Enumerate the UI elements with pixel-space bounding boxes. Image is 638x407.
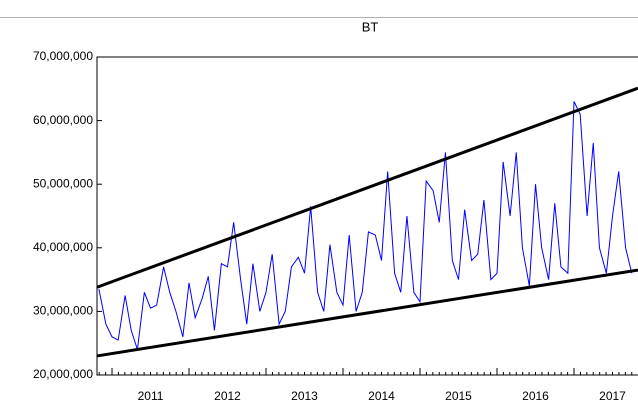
x-tick-label: 2015 <box>445 389 472 403</box>
x-tick-label: 2013 <box>291 389 318 403</box>
trend-line <box>96 268 638 358</box>
trend-line <box>96 86 638 289</box>
y-tick-label: 60,000,000 <box>33 113 93 127</box>
x-tick-label: 2012 <box>214 389 241 403</box>
x-tick-label: 2011 <box>138 389 164 403</box>
chart-title: BT <box>362 19 379 34</box>
x-tick-label: 2016 <box>522 389 549 403</box>
x-tick-label: 2014 <box>368 389 395 403</box>
data-line <box>98 101 633 350</box>
y-tick-label: 20,000,000 <box>33 367 93 381</box>
y-tick-label: 70,000,000 <box>33 49 93 63</box>
y-tick-label: 30,000,000 <box>33 304 93 318</box>
x-tick-label: 2017 <box>599 389 626 403</box>
y-tick-label: 40,000,000 <box>33 240 93 254</box>
y-tick-label: 50,000,000 <box>33 176 93 190</box>
